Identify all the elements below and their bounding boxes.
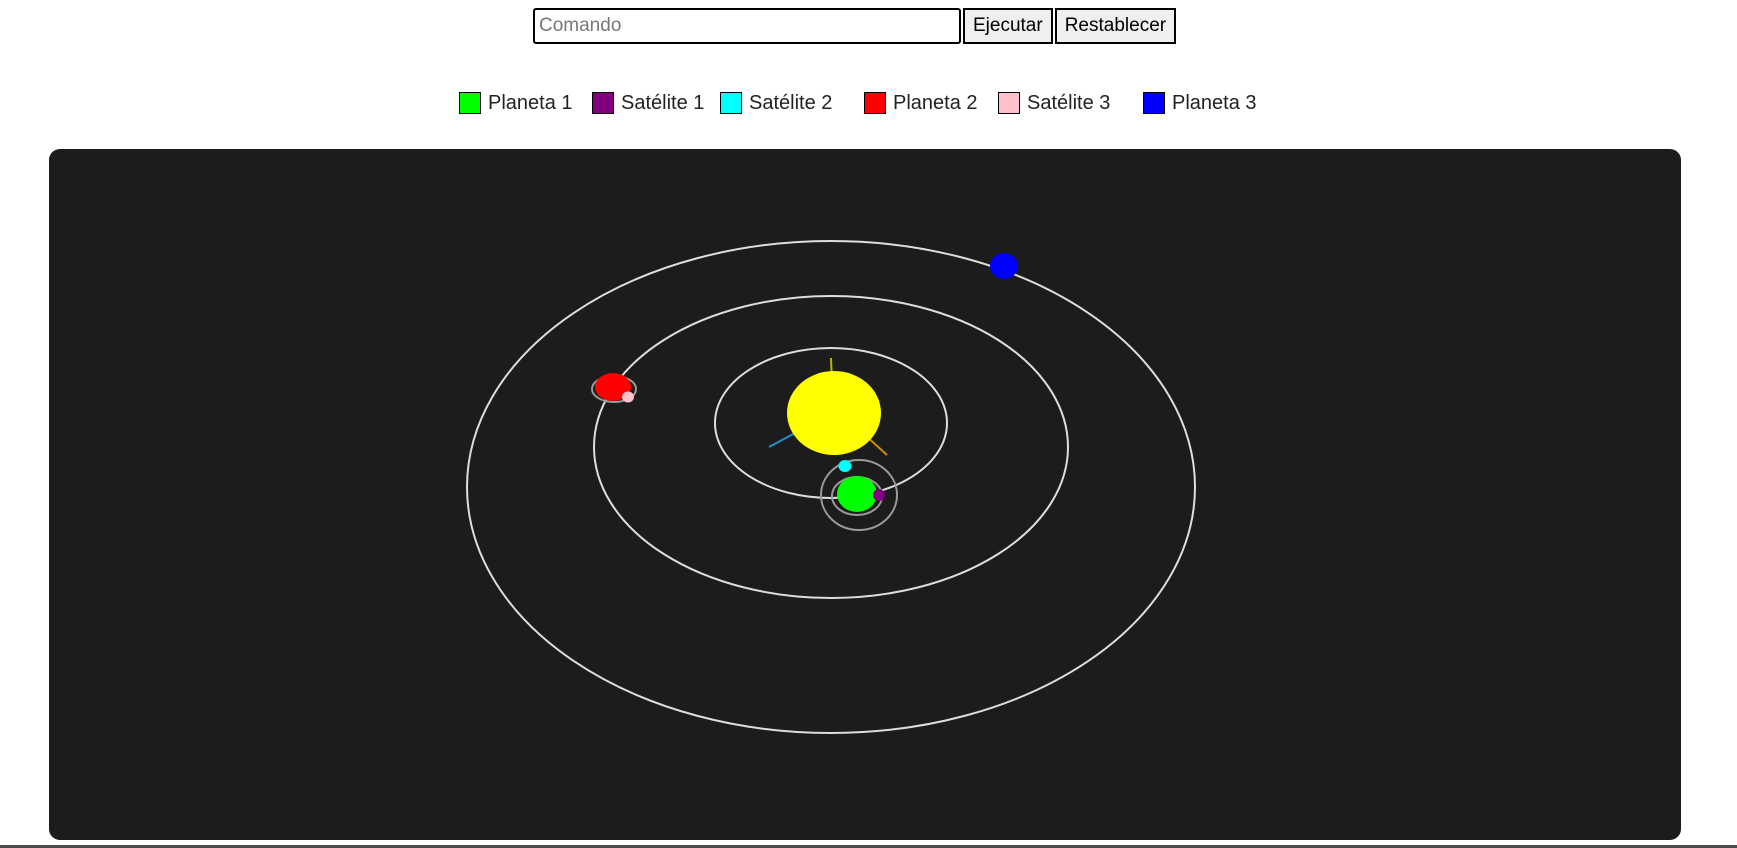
legend-label: Planeta 3 [1172, 92, 1257, 115]
planet-3-swatch [1143, 92, 1165, 114]
satellite-1-swatch [592, 92, 614, 114]
orbit-planet-3 [467, 241, 1195, 733]
legend-label: Satélite 1 [621, 92, 704, 115]
planet-3 [990, 253, 1018, 279]
legend-item-planet-3: Planeta 3 [1143, 90, 1257, 116]
planet-1-swatch [459, 92, 481, 114]
run-button[interactable]: Ejecutar [963, 8, 1053, 44]
legend-item-planet-2: Planeta 2 [864, 90, 978, 116]
satellite-2 [839, 460, 852, 472]
satellite-2-swatch [720, 92, 742, 114]
command-input[interactable] [533, 8, 961, 44]
satellite-3 [622, 392, 634, 403]
satellite-3-swatch [998, 92, 1020, 114]
sun-axis-x [769, 432, 797, 447]
legend-item-planet-1: Planeta 1 [459, 90, 573, 116]
reset-button[interactable]: Restablecer [1055, 8, 1176, 44]
legend-label: Planeta 1 [488, 92, 573, 115]
solar-system-canvas[interactable] [49, 149, 1681, 840]
scene-svg [49, 149, 1681, 840]
legend-item-satellite-3: Satélite 3 [998, 90, 1110, 116]
legend: Planeta 1 Satélite 1 Satélite 2 Planeta … [0, 90, 1737, 116]
satellite-1 [873, 489, 885, 501]
legend-label: Satélite 2 [749, 92, 832, 115]
sun [787, 371, 881, 455]
legend-item-satellite-2: Satélite 2 [720, 90, 832, 116]
command-bar: Ejecutar Restablecer [533, 8, 1176, 44]
legend-label: Satélite 3 [1027, 92, 1110, 115]
orbits [467, 241, 1195, 733]
planet-1 [837, 476, 877, 512]
legend-item-satellite-1: Satélite 1 [592, 90, 704, 116]
planet-2-swatch [864, 92, 886, 114]
legend-label: Planeta 2 [893, 92, 978, 115]
